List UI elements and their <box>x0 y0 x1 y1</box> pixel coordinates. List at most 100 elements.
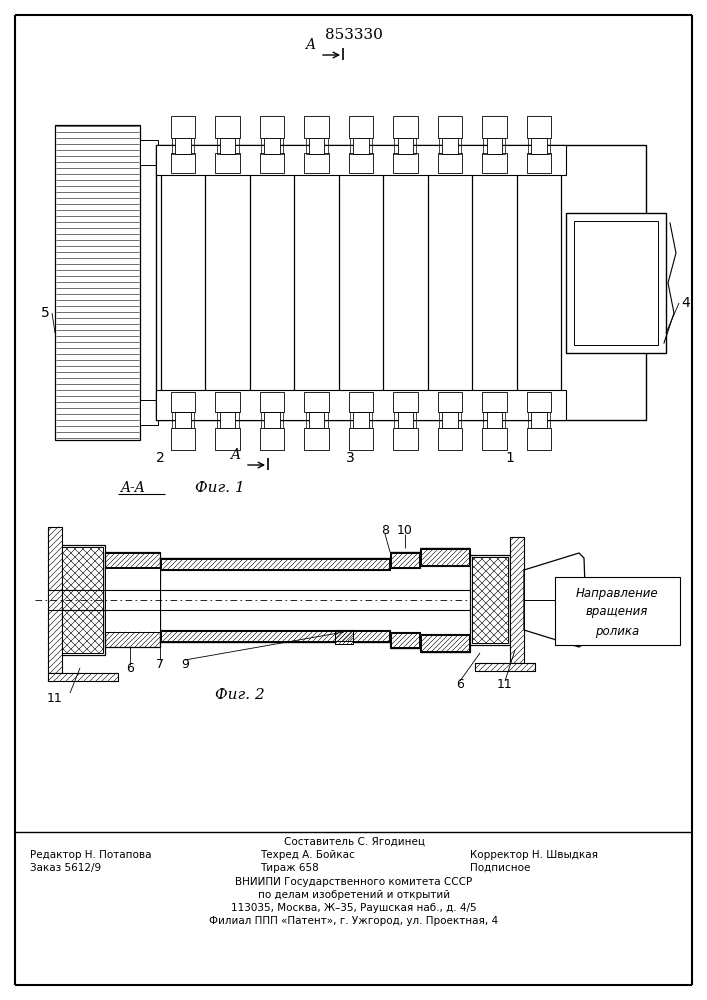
Bar <box>105 552 160 647</box>
Bar <box>390 632 420 648</box>
Bar <box>475 663 535 671</box>
Bar <box>421 635 469 651</box>
Text: вращения: вращения <box>586 604 648 617</box>
Text: Корректор Н. Швыдкая: Корректор Н. Швыдкая <box>470 850 598 860</box>
Bar <box>156 145 646 420</box>
Bar <box>171 392 195 412</box>
Bar <box>420 548 470 566</box>
Text: 11: 11 <box>47 692 63 704</box>
Bar <box>175 138 191 154</box>
Bar <box>484 412 506 428</box>
Bar <box>527 116 551 138</box>
Text: Фиг. 1: Фиг. 1 <box>195 481 245 495</box>
Bar <box>48 527 62 673</box>
Text: 3: 3 <box>346 451 354 465</box>
Bar <box>390 552 420 568</box>
Bar <box>349 153 373 173</box>
Bar <box>486 412 502 428</box>
Bar <box>335 630 353 644</box>
Text: 10: 10 <box>397 524 413 536</box>
Bar <box>438 392 462 412</box>
Bar <box>160 558 390 570</box>
Bar <box>260 392 284 412</box>
Bar <box>105 567 160 632</box>
Bar <box>442 138 457 154</box>
Bar <box>527 392 551 412</box>
Bar <box>55 125 140 440</box>
Bar <box>528 138 550 154</box>
Bar <box>393 116 418 138</box>
Bar <box>574 221 658 345</box>
Text: Тираж 658: Тираж 658 <box>260 863 319 873</box>
Bar <box>397 138 413 154</box>
Bar <box>216 116 240 138</box>
Bar <box>391 633 419 647</box>
Bar <box>397 412 413 428</box>
Bar <box>482 428 506 450</box>
Bar <box>335 630 353 644</box>
Bar <box>304 153 329 173</box>
Bar <box>160 630 390 642</box>
Text: 11: 11 <box>497 678 513 692</box>
Bar <box>393 392 418 412</box>
Bar <box>475 663 535 671</box>
Bar <box>484 138 506 154</box>
Text: 6: 6 <box>456 678 464 692</box>
Bar <box>171 428 195 450</box>
Text: 5: 5 <box>41 306 50 320</box>
Text: ролика: ролика <box>595 624 639 638</box>
Bar <box>175 412 191 428</box>
Bar <box>220 138 235 154</box>
Text: 8: 8 <box>381 524 389 536</box>
Bar <box>304 392 329 412</box>
Bar <box>305 138 327 154</box>
Bar <box>393 428 418 450</box>
Bar <box>555 577 680 645</box>
Text: 6: 6 <box>126 662 134 676</box>
Bar <box>354 412 369 428</box>
Bar <box>48 527 62 673</box>
Bar <box>105 632 160 647</box>
Bar <box>395 138 416 154</box>
Bar <box>354 138 369 154</box>
Bar <box>216 153 240 173</box>
Bar <box>470 555 510 645</box>
Text: 2: 2 <box>156 451 164 465</box>
Bar <box>261 412 283 428</box>
Bar <box>216 138 239 154</box>
Bar <box>216 412 239 428</box>
Bar <box>264 412 280 428</box>
Bar <box>261 138 283 154</box>
Text: 853330: 853330 <box>325 28 383 42</box>
Text: Подписное: Подписное <box>470 863 530 873</box>
Bar <box>472 557 508 643</box>
Bar <box>531 412 547 428</box>
Bar <box>438 153 462 173</box>
Bar <box>309 138 325 154</box>
Bar <box>105 553 160 568</box>
Bar <box>216 392 240 412</box>
Bar <box>349 428 373 450</box>
Bar <box>264 138 280 154</box>
Bar <box>482 392 506 412</box>
Text: Заказ 5612/9: Заказ 5612/9 <box>30 863 101 873</box>
Bar <box>395 412 416 428</box>
Bar <box>438 116 462 138</box>
Text: Составитель С. Ягодинец: Составитель С. Ягодинец <box>284 837 424 847</box>
Bar <box>393 153 418 173</box>
Bar <box>173 138 194 154</box>
Bar <box>309 412 325 428</box>
Bar <box>438 428 462 450</box>
Bar <box>260 116 284 138</box>
Text: ВНИИПИ Государственного комитета СССР: ВНИИПИ Государственного комитета СССР <box>235 877 472 887</box>
Bar <box>527 428 551 450</box>
Bar <box>420 634 470 652</box>
Text: Техред А. Бойкас: Техред А. Бойкас <box>260 850 355 860</box>
Polygon shape <box>524 553 587 647</box>
Bar <box>173 412 194 428</box>
Bar <box>439 412 461 428</box>
Text: A-A: A-A <box>120 481 145 495</box>
Text: 4: 4 <box>681 296 690 310</box>
Text: Редактор Н. Потапова: Редактор Н. Потапова <box>30 850 151 860</box>
Bar <box>510 537 524 663</box>
